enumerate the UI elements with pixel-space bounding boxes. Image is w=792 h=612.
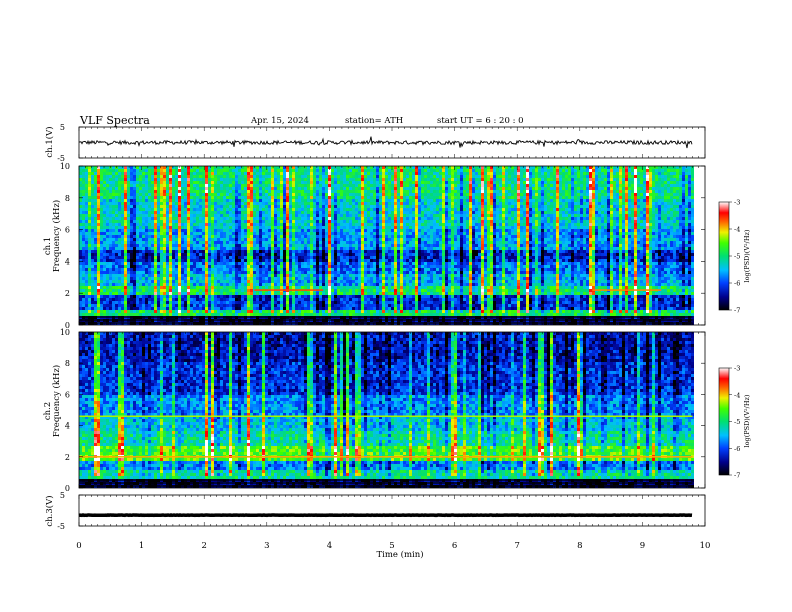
time-tick-9: 9 <box>640 541 645 551</box>
ch2-spectrogram-cbtick-4: -7 <box>734 472 740 480</box>
ch1-spectrogram-cbtick-3: -6 <box>734 280 740 288</box>
ch1-spectrogram-cbtick-0: -3 <box>734 199 740 207</box>
time-tick-6: 6 <box>452 541 457 551</box>
ch1-spectrogram-ytick-4: 8 <box>65 194 70 203</box>
ch2-spectrogram-cbtick-3: -6 <box>734 445 740 453</box>
ch2-spectrogram-ytick-2: 4 <box>65 422 70 431</box>
ch1-ytick-0: 5 <box>60 123 65 132</box>
ch1-spectrogram-panel: 0 2 4 6 8 10 ch.1 Frequency (kHz) <box>43 162 706 330</box>
ch2-channel-label: ch.2 <box>43 402 53 420</box>
ch1-spectrogram-ytick-5: 10 <box>60 162 70 171</box>
start-time-label: start UT = 6 : 20 : 0 <box>437 116 524 126</box>
ch2-spectrogram-ytick-3: 6 <box>65 390 70 399</box>
time-tick-2: 2 <box>201 541 206 551</box>
ch1-frequency-label: Frequency (kHz) <box>51 200 62 272</box>
ch2-spectrogram-cbtick-0: -3 <box>734 365 740 373</box>
ch1-spectrogram-cbtick-4: -7 <box>734 307 740 315</box>
ch1-spectrogram-ytick-2: 4 <box>65 257 70 266</box>
ch1-ytick-1: -5 <box>57 154 65 163</box>
time-tick-3: 3 <box>264 541 269 551</box>
ch2-spectrogram-panel: 0 2 4 6 8 10 ch.2 Frequency (kHz) <box>43 328 706 493</box>
ch2-colorbar: -3 -4 -5 -6 -7 log(PSD)(V²/Hz) <box>718 365 751 480</box>
time-tick-10: 10 <box>700 541 711 551</box>
ch3-y-axis-label: ch.3(V) <box>44 495 55 526</box>
time-tick-1: 1 <box>139 541 144 551</box>
ch2-spectrogram-ytick-0: 0 <box>65 484 70 493</box>
ch2-spectrogram-ytick-1: 2 <box>65 453 70 462</box>
ch1-spectrogram-cbtick-2: -5 <box>734 253 740 261</box>
ch3-waveform-panel: 5 -5 ch.3(V) <box>44 491 706 531</box>
ch1-spectrogram-ytick-3: 6 <box>65 226 70 235</box>
ch2-spectrogram-ytick-4: 8 <box>65 359 70 368</box>
time-tick-0: 0 <box>76 541 81 551</box>
station-label: station= ATH <box>345 116 403 126</box>
ch1-spectrogram-cbtick-1: -4 <box>734 226 740 234</box>
ch2-colorbar-label: log(PSD)(V²/Hz) <box>743 394 751 447</box>
ch1-colorbar-label: log(PSD)(V²/Hz) <box>743 229 751 282</box>
ch3-ytick-1: -5 <box>57 522 65 531</box>
time-axis-label: Time (min) <box>376 549 423 560</box>
ch2-spectrogram-image <box>79 332 694 488</box>
date-label: Apr. 15, 2024 <box>250 116 309 126</box>
time-tick-4: 4 <box>327 541 332 551</box>
figure-title: VLF Spectra <box>79 114 150 127</box>
ch2-spectrogram-cbtick-2: -5 <box>734 418 740 426</box>
ch1-waveform-line <box>78 136 693 149</box>
time-tick-5: 5 <box>389 541 394 551</box>
time-axis: 0 1 2 3 4 5 6 7 8 9 10 <box>76 541 710 551</box>
time-tick-7: 7 <box>514 541 519 551</box>
ch1-spectrogram-image <box>79 166 694 325</box>
ch3-ytick-0: 5 <box>60 491 65 500</box>
ch2-spectrogram-cbtick-1: -4 <box>734 391 740 399</box>
time-tick-8: 8 <box>577 541 582 551</box>
ch1-waveform-panel: 5 -5 ch.1(V) <box>44 123 706 163</box>
ch2-spectrogram-ytick-5: 10 <box>60 328 70 337</box>
ch1-spectrogram-ytick-0: 0 <box>65 321 70 330</box>
ch1-channel-label: ch.1 <box>43 237 53 255</box>
ch1-y-axis-label: ch.1(V) <box>44 126 55 157</box>
ch1-colorbar: -3 -4 -5 -6 -7 log(PSD)(V²/Hz) <box>718 199 751 315</box>
ch1-spectrogram-ytick-1: 2 <box>65 289 70 298</box>
ch2-frequency-label: Frequency (kHz) <box>51 365 62 437</box>
